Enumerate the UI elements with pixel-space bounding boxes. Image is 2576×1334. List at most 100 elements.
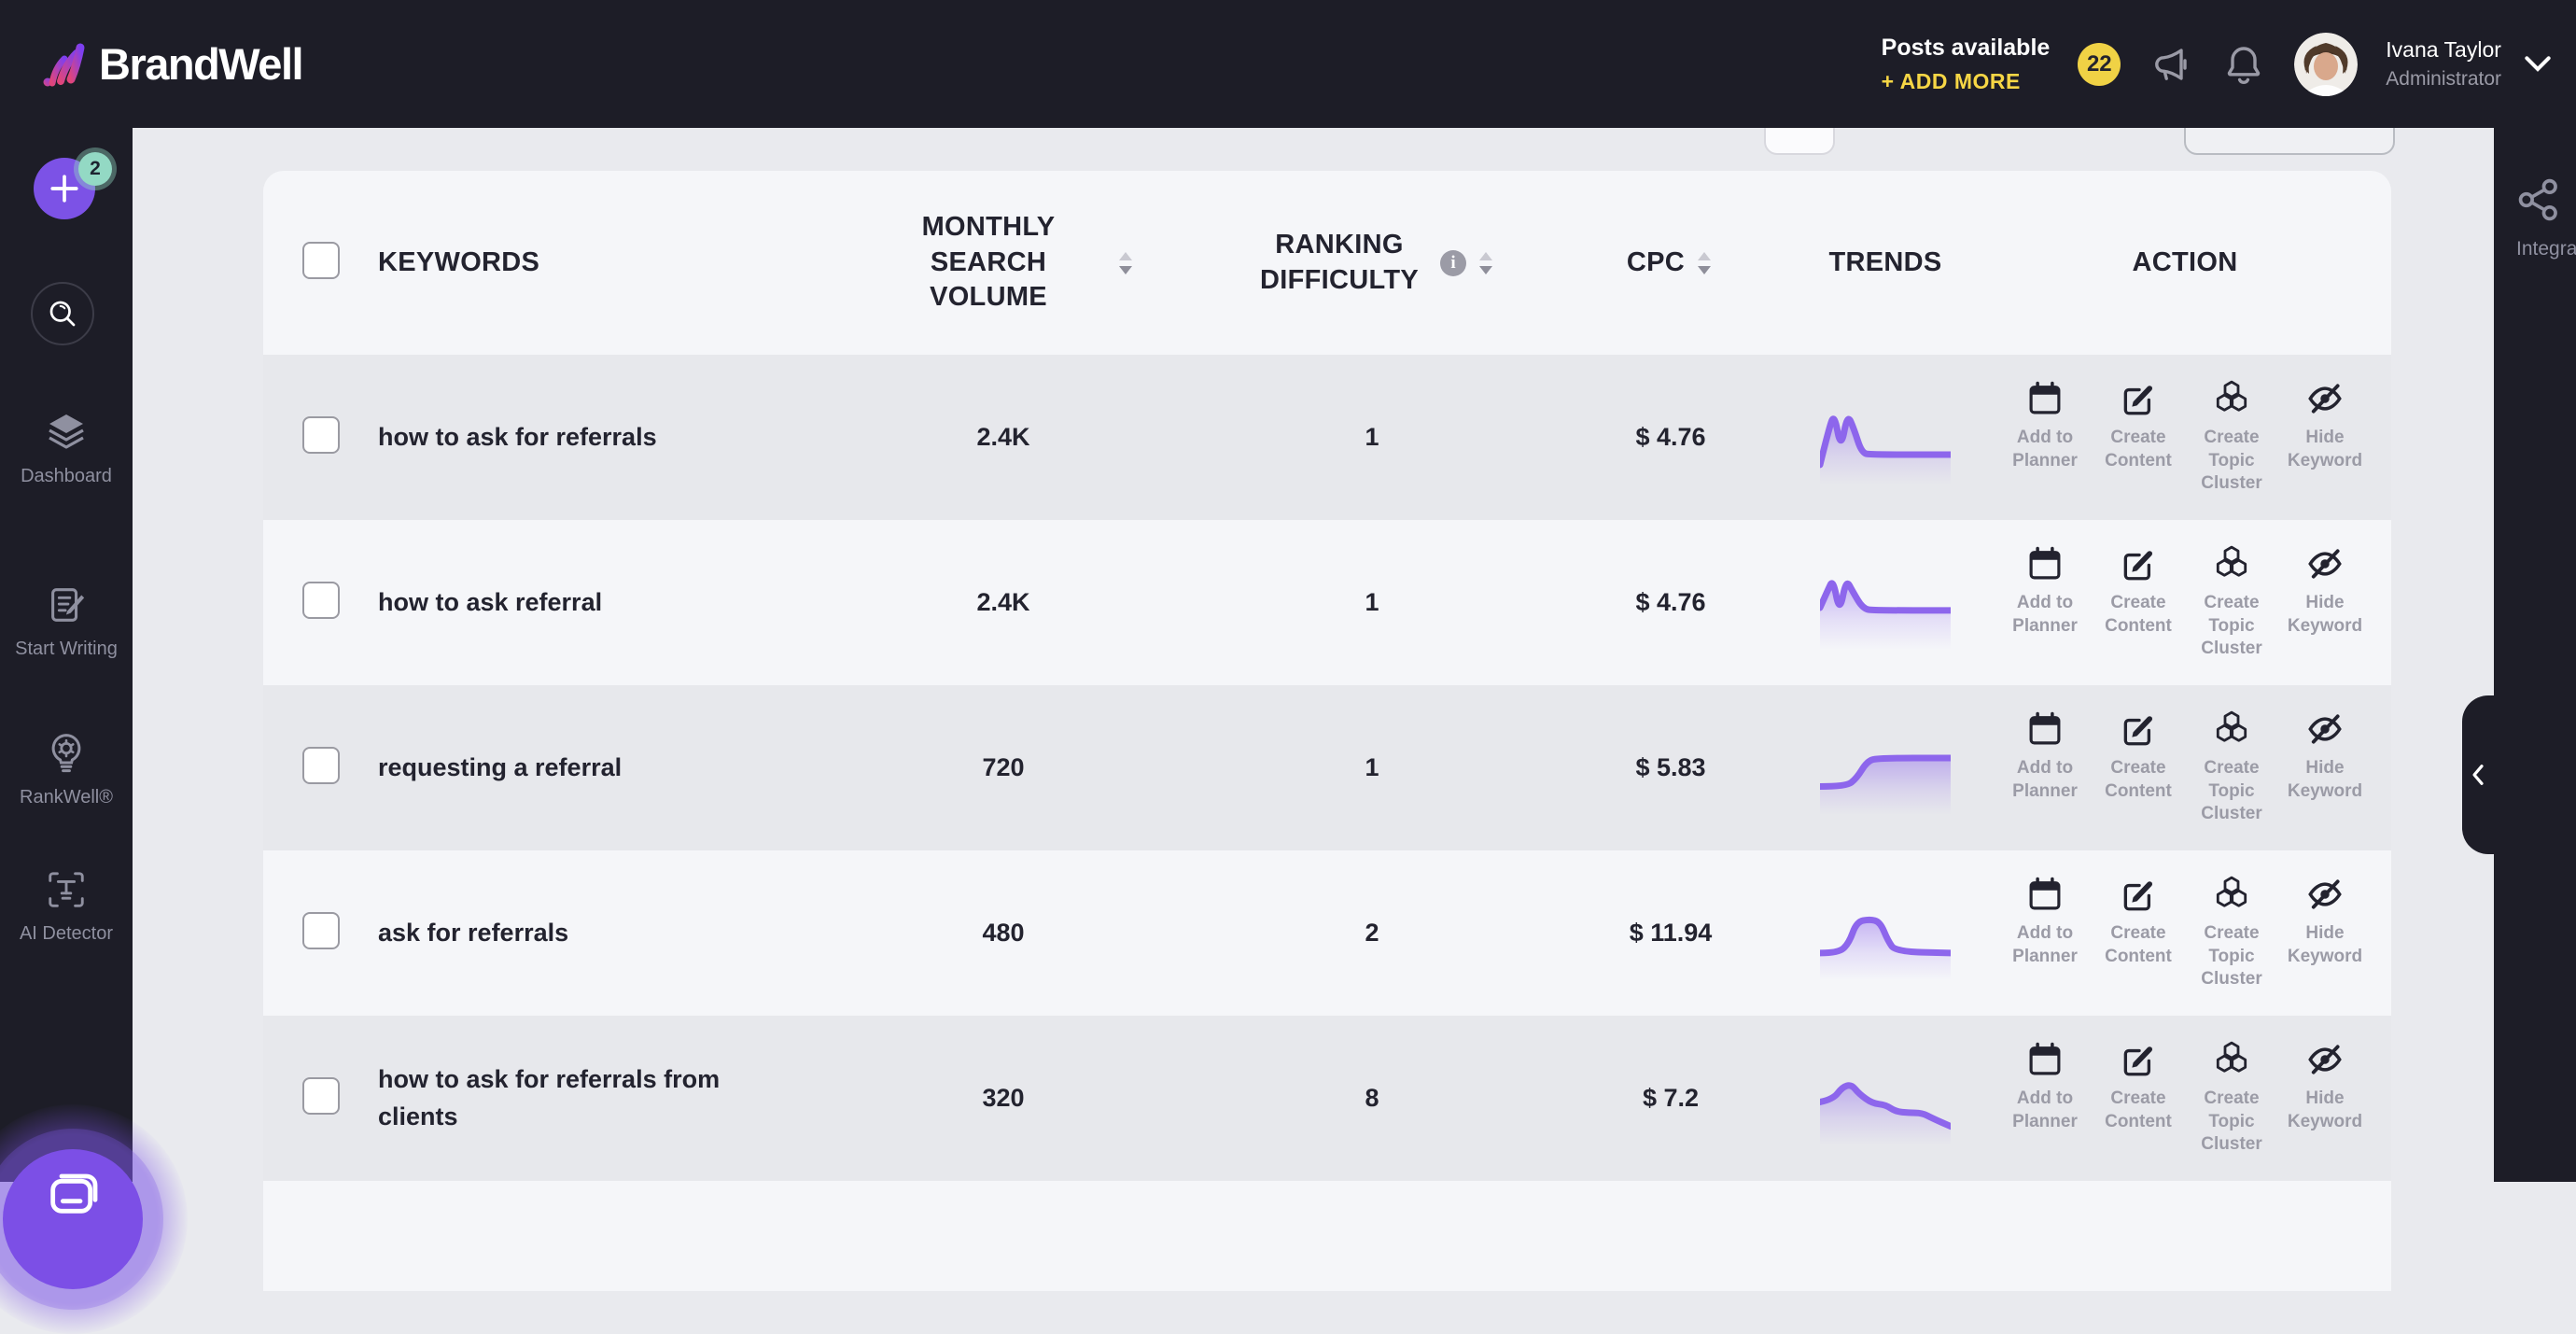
sidebar-item-integrations[interactable]: Integrat: [2516, 176, 2576, 260]
keyword-cell[interactable]: how to ask referral: [378, 587, 603, 616]
add-more-button[interactable]: + ADD MORE: [1881, 68, 2021, 93]
calendar-icon: [2029, 546, 2061, 580]
col-header-volume[interactable]: MONTHLY SEARCH VOLUME: [921, 211, 1056, 313]
sort-icon[interactable]: [1476, 249, 1496, 277]
volume-cell: 320: [982, 1084, 1025, 1112]
user-avatar[interactable]: [2294, 32, 2359, 96]
table-row: requesting a referral 720 1 $ 5.83 Add t…: [263, 685, 2391, 850]
select-all-checkbox[interactable]: [301, 242, 340, 279]
keyword-cell[interactable]: requesting a referral: [378, 752, 623, 781]
create-topic-cluster-button[interactable]: Create Topic Cluster: [2191, 544, 2272, 661]
chat-support-button[interactable]: [3, 1149, 143, 1289]
trend-sparkline: [1820, 722, 1951, 815]
topbar: BrandWell Posts available + ADD MORE 22: [0, 0, 2576, 128]
table-row: how to ask referral 2.4K 1 $ 4.76 Add to…: [263, 520, 2391, 685]
cpc-cell: $ 4.76: [1635, 423, 1706, 451]
add-to-planner-button[interactable]: Add to Planner: [2005, 379, 2085, 472]
add-to-planner-button[interactable]: Add to Planner: [2005, 709, 2085, 803]
eye-slash-icon: [2308, 549, 2342, 579]
action-label: Create Content: [2105, 1088, 2172, 1131]
action-label: Add to Planner: [2012, 592, 2078, 636]
create-topic-cluster-button[interactable]: Create Topic Cluster: [2191, 379, 2272, 496]
row-checkbox[interactable]: [301, 416, 340, 454]
cluster-hexagons-icon: [2216, 710, 2247, 742]
cpc-cell: $ 5.83: [1635, 753, 1706, 781]
hide-keyword-button[interactable]: Hide Keyword: [2285, 544, 2365, 638]
sort-icon[interactable]: [1694, 249, 1715, 277]
row-actions: Add to Planner Create Content Create: [1979, 1040, 2391, 1157]
hide-keyword-button[interactable]: Hide Keyword: [2285, 1040, 2365, 1133]
table-body: how to ask for referrals 2.4K 1 $ 4.76 A…: [263, 355, 2391, 1181]
row-checkbox[interactable]: [301, 1077, 340, 1115]
calendar-icon: [2029, 381, 2061, 414]
col-header-difficulty[interactable]: RANKING DIFFICULTY: [1260, 229, 1419, 295]
trend-sparkline: [1820, 391, 1951, 484]
create-topic-cluster-button[interactable]: Create Topic Cluster: [2191, 1040, 2272, 1157]
edit-icon: [2123, 551, 2153, 581]
action-label: Hide Keyword: [2287, 427, 2363, 470]
search-icon: [49, 301, 76, 327]
add-to-planner-button[interactable]: Add to Planner: [2005, 1040, 2085, 1133]
col-header-cpc[interactable]: CPC: [1626, 246, 1686, 277]
volume-cell: 2.4K: [976, 423, 1030, 451]
col-header-keywords[interactable]: KEYWORDS: [378, 246, 540, 277]
announcements-icon[interactable]: [2149, 42, 2193, 87]
chat-icon: [50, 1173, 98, 1214]
brand-name: BrandWell: [99, 39, 304, 89]
user-menu-chevron-down-icon[interactable]: [2524, 54, 2552, 75]
sidebar-item-label: Dashboard: [21, 466, 112, 486]
create-topic-cluster-button[interactable]: Create Topic Cluster: [2191, 709, 2272, 826]
sidebar-item-dashboard[interactable]: Dashboard: [0, 409, 133, 487]
volume-cell: 720: [982, 753, 1025, 781]
notifications-bell-icon[interactable]: [2221, 42, 2266, 87]
hide-keyword-button[interactable]: Hide Keyword: [2285, 709, 2365, 803]
edit-icon: [2123, 881, 2153, 911]
sidebar-item-start-writing[interactable]: Start Writing: [0, 583, 133, 660]
info-icon[interactable]: i: [1440, 249, 1466, 276]
edit-icon: [2123, 716, 2153, 746]
integrations-label: Integrat: [2516, 238, 2576, 260]
keyword-cell[interactable]: how to ask for referrals: [378, 422, 657, 451]
difficulty-cell: 8: [1365, 1084, 1379, 1112]
keyword-cell[interactable]: ask for referrals: [378, 918, 569, 947]
posts-available-block: Posts available + ADD MORE: [1882, 34, 2051, 95]
left-sidebar: 2 Dashboard Start Writing: [0, 0, 133, 1182]
trend-sparkline: [1820, 556, 1951, 650]
action-label: Create Content: [2105, 922, 2172, 966]
col-header-trends: TRENDS: [1828, 246, 1942, 277]
integrations-icon: [2518, 178, 2557, 221]
posts-count-badge: 22: [2078, 42, 2121, 86]
table-header-row: KEYWORDS MONTHLY SEARCH VOLUME RANKING D…: [263, 171, 2391, 355]
row-checkbox[interactable]: [301, 747, 340, 784]
create-topic-cluster-button[interactable]: Create Topic Cluster: [2191, 875, 2272, 991]
sidebar-item-ai-detector[interactable]: AI Detector: [0, 868, 133, 945]
volume-cell: 2.4K: [976, 588, 1030, 616]
trend-sparkline: [1820, 1052, 1951, 1145]
action-label: Add to Planner: [2012, 1088, 2078, 1131]
collapse-panel-tab[interactable]: [2462, 695, 2494, 854]
add-to-planner-button[interactable]: Add to Planner: [2005, 544, 2085, 638]
keyword-cell[interactable]: how to ask for referrals from clients: [378, 1065, 721, 1130]
hide-keyword-button[interactable]: Hide Keyword: [2285, 875, 2365, 968]
difficulty-cell: 1: [1365, 753, 1379, 781]
layers-icon: [49, 414, 84, 449]
cluster-hexagons-icon: [2216, 876, 2247, 907]
action-label: Add to Planner: [2012, 427, 2078, 470]
action-label: Create Content: [2105, 757, 2172, 801]
trend-sparkline: [1820, 887, 1951, 980]
user-block[interactable]: Ivana Taylor Administrator: [2386, 36, 2501, 91]
create-content-button[interactable]: Create Content: [2098, 709, 2178, 803]
action-label: Create Content: [2105, 592, 2172, 636]
search-button[interactable]: [31, 282, 94, 345]
row-checkbox[interactable]: [301, 582, 340, 619]
add-to-planner-button[interactable]: Add to Planner: [2005, 875, 2085, 968]
sort-icon[interactable]: [1115, 249, 1136, 277]
hide-keyword-button[interactable]: Hide Keyword: [2285, 379, 2365, 472]
eye-slash-icon: [2308, 1045, 2342, 1074]
row-checkbox[interactable]: [301, 912, 340, 949]
create-content-button[interactable]: Create Content: [2098, 1040, 2178, 1133]
create-content-button[interactable]: Create Content: [2098, 875, 2178, 968]
sidebar-item-rankwell[interactable]: RankWell®: [0, 730, 133, 808]
create-content-button[interactable]: Create Content: [2098, 379, 2178, 472]
create-content-button[interactable]: Create Content: [2098, 544, 2178, 638]
